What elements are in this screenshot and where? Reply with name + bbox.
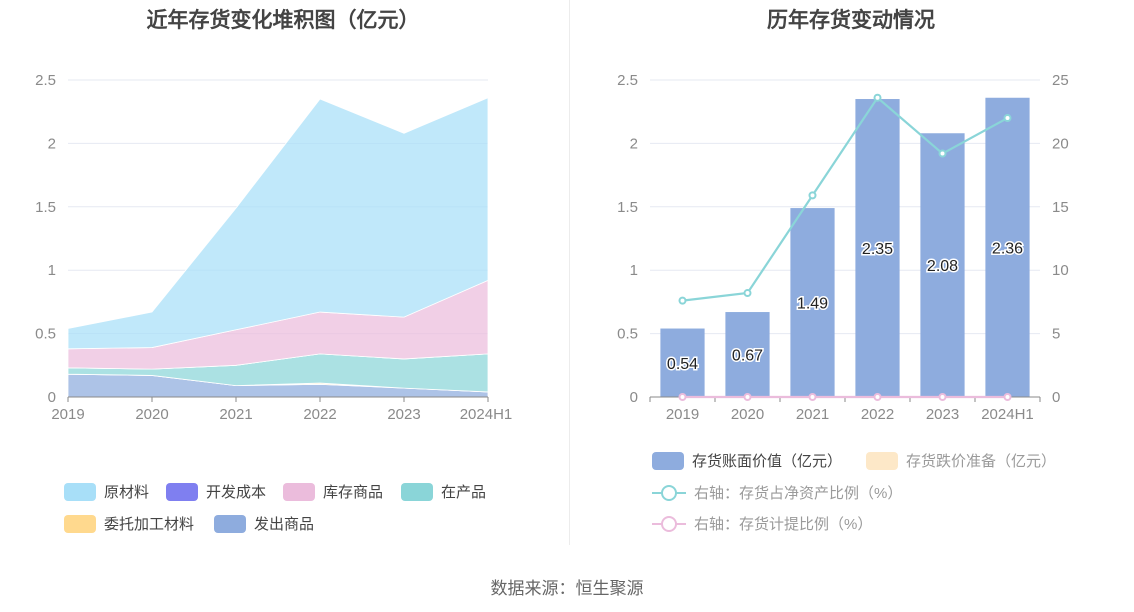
- legend-swatch: [401, 482, 433, 501]
- legend-label: 存货跌价准备（亿元）: [906, 453, 1057, 470]
- line-point: [808, 393, 817, 401]
- bar: [920, 133, 965, 398]
- y-tick-label: 1: [48, 262, 56, 279]
- legend-swatch: [283, 482, 315, 501]
- bar: [660, 328, 705, 397]
- legend-label: 委托加工材料: [104, 516, 195, 533]
- legend-label: 在产品: [441, 484, 487, 501]
- x-tick-label: 2023: [926, 406, 959, 423]
- y-tick-label: 2.5: [35, 72, 56, 89]
- line-point: [1003, 393, 1012, 401]
- line-point: [678, 393, 687, 401]
- legend-label: 发出商品: [254, 516, 315, 533]
- legend-label: 右轴：存货计提比例（%）: [694, 516, 873, 533]
- x-tick-label: 2020: [731, 406, 764, 423]
- legend-item-development-cost[interactable]: 开发成本: [166, 481, 266, 502]
- data-source-note: 数据来源：恒生聚源: [490, 579, 644, 598]
- bar: [985, 97, 1030, 397]
- legend-item-raw-material[interactable]: 原材料: [64, 481, 149, 502]
- legend-swatch: [64, 514, 96, 533]
- legend-item-book-value[interactable]: 存货账面价值（亿元）: [652, 450, 842, 471]
- legend-label: 开发成本: [206, 484, 267, 501]
- line-point: [743, 393, 752, 401]
- bar: [725, 312, 770, 397]
- left-chart-title: 近年存货变化堆积图（亿元）: [146, 9, 420, 32]
- legend-label: 原材料: [104, 484, 150, 501]
- right-chart-title: 历年存货变动情况: [767, 9, 935, 32]
- line-series: [682, 96, 1009, 302]
- panel-divider: [569, 0, 570, 545]
- x-tick-label: 2019: [666, 406, 699, 423]
- legend-swatch: [214, 514, 246, 533]
- y-tick-label: 0: [48, 389, 56, 406]
- y2-tick-label: 5: [1052, 326, 1060, 343]
- y-tick-label: 0.5: [35, 326, 56, 343]
- y2-tick-label: 0: [1052, 389, 1060, 406]
- x-tick-label: 2024H1: [460, 406, 513, 423]
- legend-item-provision-ratio[interactable]: 右轴：存货计提比例（%）: [652, 513, 872, 534]
- line-point: [678, 296, 687, 305]
- line-point: [873, 93, 882, 102]
- bar-data-label: 2.36: [992, 240, 1023, 257]
- bar-data-label: 0.54: [667, 356, 698, 373]
- line-point: [743, 289, 752, 298]
- x-tick-label: 2021: [796, 406, 829, 423]
- y-tick-label: 1: [630, 262, 638, 279]
- line-point: [808, 191, 817, 200]
- legend-swatch: [64, 482, 96, 501]
- y-tick-label: 1.5: [35, 199, 56, 216]
- y-tick-label: 2: [48, 135, 56, 152]
- y-tick-label: 0: [630, 389, 638, 406]
- bar-data-label: 0.67: [732, 348, 763, 365]
- x-tick-label: 2022: [303, 406, 336, 423]
- x-tick-label: 2021: [219, 406, 252, 423]
- bar: [855, 99, 900, 398]
- x-tick-label: 2019: [51, 406, 84, 423]
- legend-item-work-in-progress[interactable]: 在产品: [401, 481, 486, 502]
- y-tick-label: 1.5: [617, 199, 638, 216]
- legend-swatch: [652, 451, 684, 470]
- x-tick-label: 2022: [861, 406, 894, 423]
- legend-label: 库存商品: [323, 484, 384, 501]
- legend-label: 右轴：存货占净资产比例（%）: [694, 485, 903, 502]
- y2-tick-label: 25: [1052, 72, 1069, 89]
- legend-line-marker: [652, 515, 686, 533]
- y-tick-label: 2: [630, 135, 638, 152]
- legend-swatch: [166, 482, 198, 501]
- legend-item-finished-goods[interactable]: 库存商品: [283, 481, 383, 502]
- legend-item-goods-shipped[interactable]: 发出商品: [214, 513, 314, 534]
- y2-tick-label: 10: [1052, 262, 1069, 279]
- y2-tick-label: 20: [1052, 135, 1069, 152]
- y-tick-label: 2.5: [617, 72, 638, 89]
- bar-data-label: 2.35: [862, 241, 893, 258]
- legend-item-impairment-reserve[interactable]: 存货跌价准备（亿元）: [866, 450, 1056, 471]
- bar-data-label: 2.08: [927, 258, 958, 275]
- legend-item-net-asset-ratio[interactable]: 右轴：存货占净资产比例（%）: [652, 482, 902, 503]
- y-tick-label: 0.5: [617, 326, 638, 343]
- legend-line-marker: [652, 484, 686, 502]
- y2-tick-label: 15: [1052, 199, 1069, 216]
- line-point: [938, 149, 947, 158]
- line-point: [873, 393, 882, 401]
- bar: [790, 208, 835, 397]
- area-series: [67, 97, 489, 350]
- left-stacked-area-chart: 0 0.5 1 1.5 2 2.5 2019 2020 2021 2022 2023 2024H1: [35, 72, 513, 423]
- line-point: [938, 393, 947, 401]
- legend-item-consigned-material[interactable]: 委托加工材料: [64, 513, 194, 534]
- x-tick-label: 2020: [135, 406, 168, 423]
- x-tick-label: 2023: [387, 406, 420, 423]
- legend-swatch: [866, 451, 898, 470]
- right-bar-line-chart: 0 0.5 1 1.5 2 2.5 0 5 10 15 20 25 2019 2020 2021 2022 20…: [617, 72, 1069, 423]
- bar-data-label: 1.49: [797, 296, 828, 313]
- line-point: [1003, 114, 1012, 123]
- legend-label: 存货账面价值（亿元）: [692, 453, 843, 470]
- x-tick-label: 2024H1: [981, 406, 1034, 423]
